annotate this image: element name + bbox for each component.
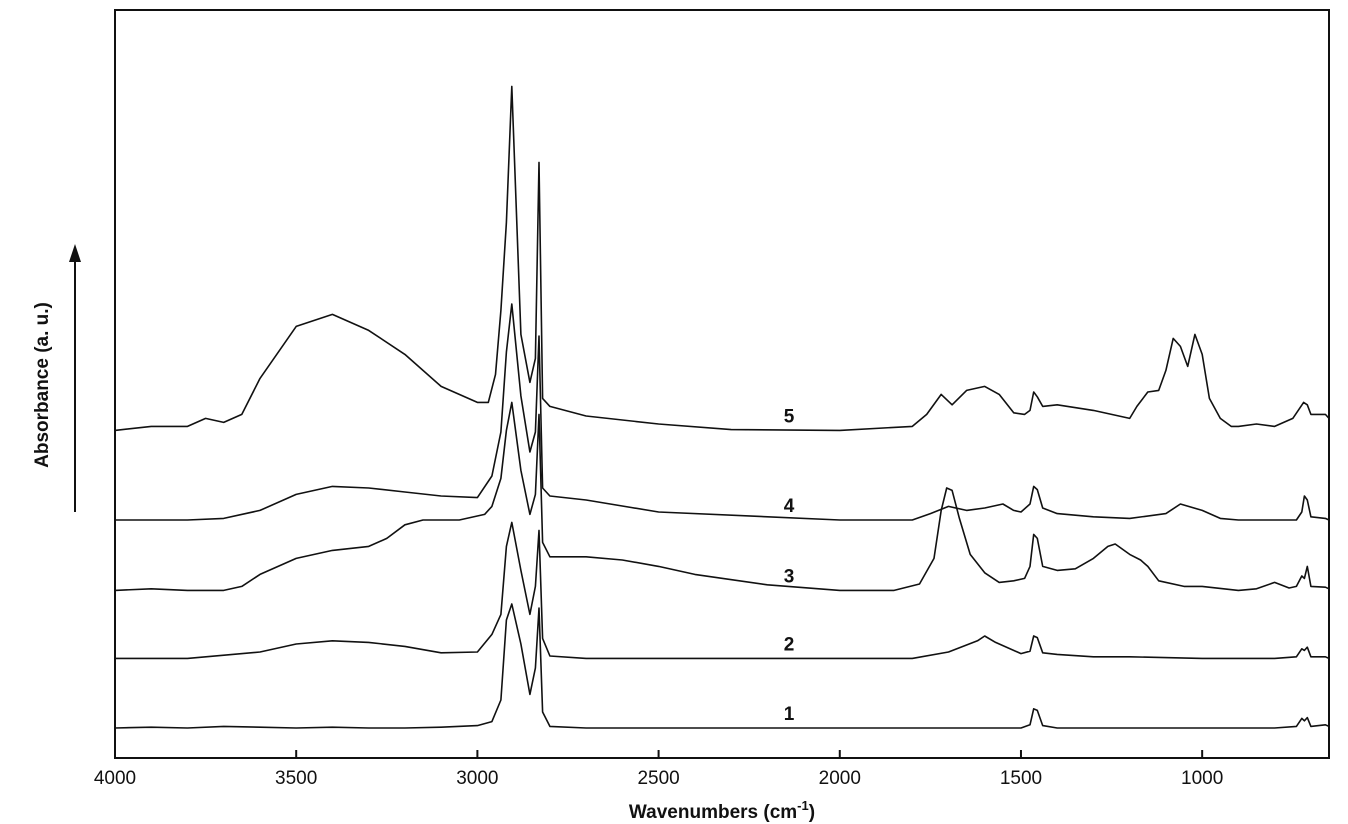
series-line-4 <box>115 303 1330 521</box>
series-line-3 <box>114 401 1330 592</box>
trace-label-1: 1 <box>784 704 795 725</box>
x-tick-label: 2000 <box>819 768 861 789</box>
y-axis-title: Absorbance (a. u.) <box>32 302 53 468</box>
x-axis-title-superscript: -1 <box>797 798 809 813</box>
series-line-5 <box>114 85 1330 432</box>
x-tick-label: 2500 <box>637 768 679 789</box>
trace-label-5: 5 <box>784 406 795 427</box>
series-line-1 <box>114 603 1330 729</box>
y-arrow <box>69 244 81 512</box>
x-axis-title-close: ) <box>809 802 815 823</box>
trace-label-group: 1 2 3 4 5 <box>784 406 795 725</box>
x-axis-title: Wavenumbers (cm-1) <box>629 798 815 823</box>
trace-label-4: 4 <box>784 496 795 517</box>
series-group <box>114 85 1330 729</box>
trace-label-2: 2 <box>784 634 795 655</box>
trace-label-3: 3 <box>784 566 795 587</box>
x-tick-label: 3000 <box>456 768 498 789</box>
x-tick-label: 4000 <box>94 768 136 789</box>
x-axis-title-text: Wavenumbers (cm <box>629 802 797 823</box>
x-tick-label: 1500 <box>1000 768 1042 789</box>
x-axis-ticks: 4000 3500 3000 2500 2000 1500 1000 <box>94 750 1223 789</box>
arrow-head-icon <box>69 244 81 262</box>
x-tick-label: 3500 <box>275 768 317 789</box>
series-line-2 <box>115 521 1330 660</box>
plot-frame <box>114 9 1330 759</box>
x-tick-label: 1000 <box>1181 768 1223 789</box>
